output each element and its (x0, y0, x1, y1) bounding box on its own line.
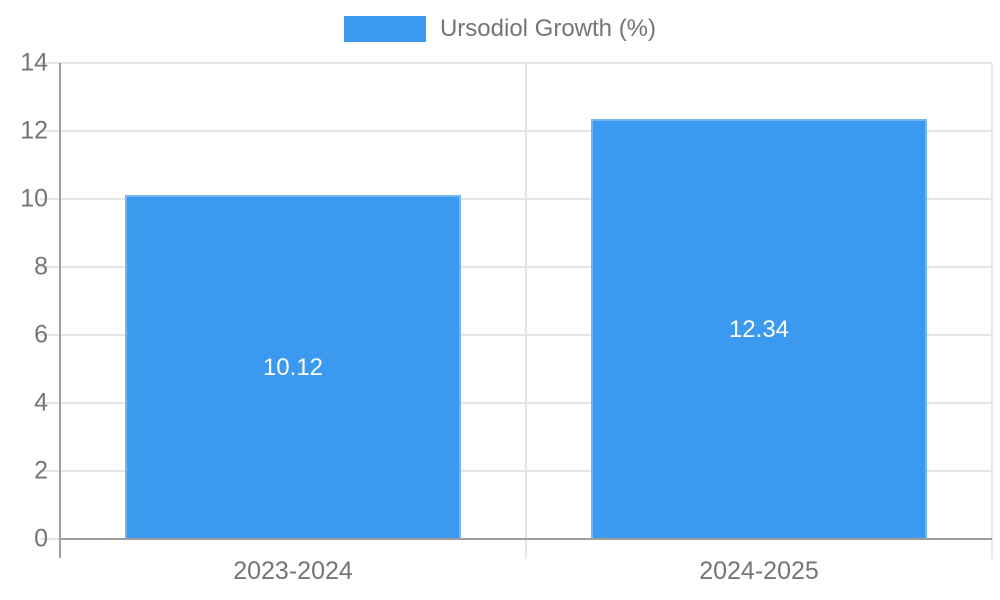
y-tick-label: 0 (34, 524, 48, 553)
y-tick-label: 10 (20, 184, 48, 213)
x-axis-label: 2023-2024 (233, 557, 353, 585)
bar-value-label: 12.34 (728, 316, 790, 344)
y-tick-mark (40, 130, 60, 132)
bar-value-label: 10.12 (262, 353, 324, 381)
gridline-vertical (525, 63, 527, 559)
bar[interactable]: 10.12 (125, 194, 461, 539)
y-tick-label: 12 (20, 116, 48, 145)
y-tick-mark (40, 198, 60, 200)
gridline-vertical (991, 63, 993, 559)
y-axis-line (59, 63, 61, 558)
y-tick-label: 2 (34, 456, 48, 485)
y-tick-mark (40, 62, 60, 64)
y-tick-label: 4 (34, 388, 48, 417)
legend-label: Ursodiol Growth (%) (439, 15, 657, 42)
y-tick-label: 14 (20, 48, 48, 77)
chart-legend[interactable]: Ursodiol Growth (%) (0, 16, 1000, 42)
y-tick-mark (40, 334, 60, 336)
plot-area: 0 2 4 6 8 10 12 14 10.12 2023-2024 12.34 2024-2025 (20, 49, 993, 585)
legend-swatch-icon (343, 16, 426, 42)
y-tick-mark (40, 402, 60, 404)
x-axis-label: 2024-2025 (699, 557, 819, 585)
y-tick-mark (40, 266, 60, 268)
y-tick-mark (40, 470, 60, 472)
y-tick-label: 6 (34, 320, 48, 349)
bar[interactable]: 12.34 (591, 119, 927, 539)
y-tick-mark (40, 538, 60, 540)
x-axis-line (60, 538, 992, 540)
y-tick-label: 8 (34, 252, 48, 281)
